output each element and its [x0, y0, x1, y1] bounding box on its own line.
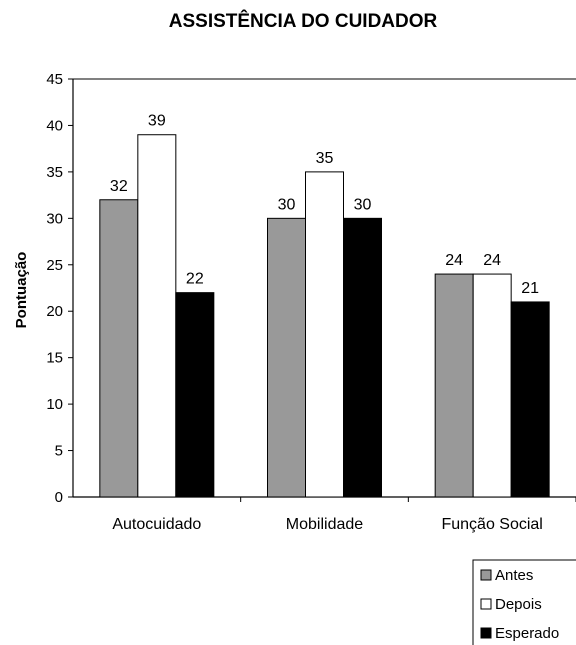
legend-label-esperado: Esperado [495, 625, 559, 642]
legend-swatch-depois [480, 598, 492, 610]
plot-area: 0 5 10 15 20 25 30 35 40 45 32 39 22 Autocuidado 30 35 3… [46, 71, 576, 533]
bar-depois-0 [137, 134, 177, 498]
y-tick-label: 0 [55, 489, 63, 506]
data-label: 39 [148, 113, 166, 130]
legend-swatch-antes [480, 569, 492, 581]
y-tick-label: 45 [46, 71, 63, 88]
data-label: 32 [110, 178, 128, 195]
bar-depois-2 [472, 273, 512, 498]
x-category-label: Função Social [441, 516, 542, 533]
y-tick-label: 10 [46, 396, 63, 413]
x-category-label: Mobilidade [286, 516, 363, 533]
y-tick-label: 30 [46, 210, 63, 227]
legend-border [472, 559, 576, 645]
legend-label-antes: Antes [495, 567, 533, 584]
bar-antes-1 [267, 217, 306, 498]
data-label: 24 [445, 252, 463, 269]
legend-label-depois: Depois [495, 596, 542, 613]
chart-title: ASSISTÊNCIA DO CUIDADOR [169, 10, 438, 32]
y-tick-label: 40 [46, 117, 63, 134]
y-tick-label: 25 [46, 257, 63, 274]
y-tick-label: 35 [46, 164, 63, 181]
bar-esperado-0 [175, 292, 215, 498]
bar-antes-2 [434, 273, 474, 498]
data-label: 30 [278, 196, 296, 213]
y-axis-label: Pontuação [13, 252, 30, 329]
legend-swatch-esperado [480, 627, 492, 639]
y-tick-label: 20 [46, 303, 63, 320]
y-tick-label: 5 [55, 443, 63, 460]
x-category-label: Autocuidado [112, 516, 201, 533]
data-label: 24 [483, 252, 501, 269]
bar-esperado-2 [510, 301, 550, 498]
bar-esperado-1 [343, 217, 382, 498]
data-label: 22 [186, 271, 204, 288]
data-label: 35 [316, 150, 334, 167]
data-label: 30 [354, 196, 372, 213]
data-label: 21 [521, 280, 539, 297]
legend: Antes Depois Esperado [472, 559, 576, 645]
bar-antes-0 [99, 199, 139, 498]
bar-depois-1 [305, 171, 344, 498]
y-tick-label: 15 [46, 350, 63, 367]
